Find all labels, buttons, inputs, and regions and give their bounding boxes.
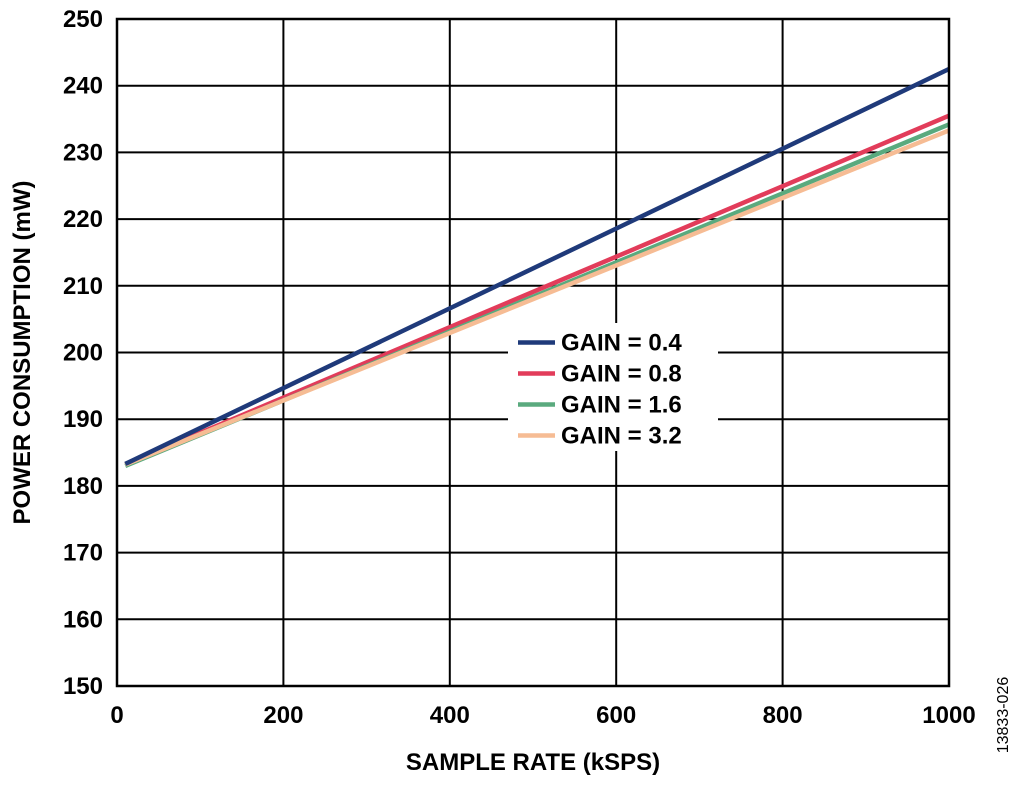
series-line-3 [124,128,950,467]
y-tick-label-190: 190 [63,406,103,433]
figure-id: 13833-026 [995,677,1012,754]
y-tick-label-180: 180 [63,473,103,500]
x-tick-label-600: 600 [596,702,636,729]
y-tick-label-220: 220 [63,206,103,233]
y-tick-label-250: 250 [63,6,103,33]
y-tick-label-210: 210 [63,273,103,300]
x-axis-label: SAMPLE RATE (kSPS) [406,749,660,776]
legend-label-1: GAIN = 0.8 [561,361,682,388]
legend: GAIN = 0.4 GAIN = 0.8 GAIN = 1.6 GAIN = 3.2 [508,323,718,451]
series-line-0 [124,66,950,466]
x-tick-label-200: 200 [263,702,303,729]
legend-label-0: GAIN = 0.4 [561,330,682,357]
x-tick-label-0: 0 [110,702,123,729]
x-tick-label-1000: 1000 [922,702,975,729]
legend-label-2: GAIN = 1.6 [561,392,682,419]
y-tick-label-170: 170 [63,540,103,567]
series-lines [124,66,950,468]
x-tick-label-800: 800 [763,702,803,729]
tick-labels: 0 200 400 600 800 1000 150 160 170 180 190 200 210 22… [63,6,976,729]
y-tick-label-240: 240 [63,73,103,100]
x-tick-label-400: 400 [430,702,470,729]
series-line-1 [124,113,950,467]
y-tick-label-230: 230 [63,139,103,166]
y-axis-label: POWER CONSUMPTION (mW) [9,181,36,525]
y-tick-label-200: 200 [63,340,103,367]
legend-label-3: GAIN = 3.2 [561,423,682,450]
y-tick-label-150: 150 [63,673,103,700]
y-tick-label-160: 160 [63,606,103,633]
plot-frame [115,17,951,688]
